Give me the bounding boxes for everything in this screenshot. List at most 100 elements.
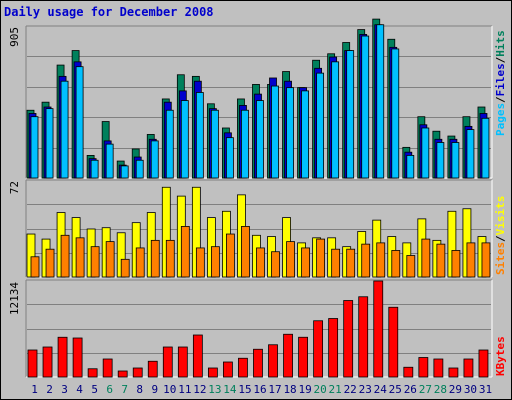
- day-label-12: 12: [193, 383, 206, 396]
- bar-sites-22: [346, 248, 356, 278]
- y-max-label-visits: 72: [8, 181, 21, 194]
- bar-kbytes-19: [298, 336, 308, 378]
- bar-pages-22: [346, 50, 355, 179]
- bar-sites-14: [226, 233, 235, 278]
- day-label-8: 8: [136, 383, 143, 396]
- bar-pages-24: [376, 24, 385, 179]
- bar-kbytes-13: [207, 367, 218, 378]
- bar-sites-9: [150, 239, 160, 278]
- day-label-19: 19: [298, 383, 311, 396]
- day-label-14: 14: [223, 383, 237, 396]
- day-label-3: 3: [61, 383, 68, 396]
- day-label-2: 2: [46, 383, 53, 396]
- bar-kbytes-10: [162, 346, 173, 378]
- bar-sites-18: [286, 241, 295, 278]
- bar-pages-26: [406, 155, 415, 179]
- bar-sites-28: [436, 243, 446, 278]
- bar-kbytes-14: [223, 361, 233, 378]
- day-label-17: 17: [268, 383, 281, 396]
- bar-kbytes-16: [253, 348, 263, 378]
- bar-sites-16: [256, 247, 265, 278]
- bar-pages-3: [60, 80, 69, 179]
- bar-kbytes-11: [177, 346, 188, 378]
- bar-sites-29: [451, 250, 461, 278]
- day-label-21: 21: [329, 383, 342, 396]
- bar-sites-27: [421, 238, 431, 278]
- bar-pages-4: [75, 66, 84, 179]
- bar-pages-8: [135, 159, 144, 179]
- bar-sites-4: [75, 237, 85, 278]
- bar-pages-15: [241, 109, 249, 179]
- day-label-29: 29: [449, 383, 462, 396]
- bar-pages-16: [256, 100, 264, 179]
- bar-pages-21: [331, 61, 340, 179]
- bar-kbytes-27: [418, 357, 429, 378]
- bar-kbytes-31: [478, 349, 489, 378]
- bar-kbytes-29: [448, 367, 459, 378]
- bar-kbytes-9: [147, 360, 158, 378]
- day-label-31: 31: [479, 383, 492, 396]
- bar-kbytes-26: [403, 366, 414, 378]
- bar-pages-27: [421, 127, 430, 179]
- bar-pages-30: [466, 129, 475, 179]
- day-label-1: 1: [31, 383, 38, 396]
- bar-sites-10: [165, 239, 175, 278]
- day-label-13: 13: [208, 383, 221, 396]
- day-label-16: 16: [253, 383, 266, 396]
- bar-pages-2: [45, 108, 54, 179]
- bar-pages-28: [436, 142, 445, 179]
- legend-kbytes-0: KBytes: [494, 336, 507, 376]
- bar-pages-5: [90, 159, 99, 179]
- day-label-6: 6: [106, 383, 113, 396]
- y-max-label-hits: 905: [8, 27, 21, 47]
- bar-pages-29: [451, 142, 460, 179]
- day-label-22: 22: [344, 383, 357, 396]
- day-label-9: 9: [151, 383, 158, 396]
- bar-kbytes-8: [132, 367, 143, 378]
- day-label-25: 25: [389, 383, 402, 396]
- day-label-15: 15: [238, 383, 251, 396]
- legend-hits-2: Files: [494, 63, 507, 96]
- day-label-7: 7: [121, 383, 128, 396]
- bar-pages-9: [150, 140, 159, 179]
- day-label-26: 26: [404, 383, 417, 396]
- bar-kbytes-6: [102, 358, 113, 378]
- bar-pages-31: [481, 117, 490, 179]
- legend-visits-0: Sites: [494, 242, 507, 275]
- bar-sites-7: [120, 258, 130, 278]
- bar-kbytes-4: [72, 337, 83, 378]
- legend-hits-1: /: [494, 96, 507, 103]
- bar-kbytes-21: [328, 318, 339, 378]
- bar-kbytes-23: [358, 296, 369, 378]
- bar-sites-15: [241, 226, 250, 278]
- bar-sites-24: [376, 242, 386, 278]
- bar-pages-23: [361, 35, 370, 179]
- bar-pages-12: [195, 92, 204, 179]
- bar-sites-13: [210, 246, 220, 278]
- chart-title: Daily usage for December 2008: [4, 5, 214, 19]
- legend-visits-1: /: [494, 235, 507, 242]
- bar-kbytes-2: [42, 346, 53, 378]
- day-label-4: 4: [76, 383, 83, 396]
- legend-hits-3: /: [494, 56, 507, 63]
- bar-pages-6: [105, 143, 114, 179]
- day-label-20: 20: [314, 383, 327, 396]
- bar-kbytes-25: [388, 306, 399, 378]
- day-label-23: 23: [359, 383, 372, 396]
- bar-pages-7: [120, 165, 129, 179]
- bar-kbytes-22: [343, 300, 354, 378]
- bar-kbytes-24: [373, 280, 384, 378]
- bar-pages-13: [210, 109, 219, 179]
- bar-pages-14: [226, 137, 234, 179]
- day-label-5: 5: [91, 383, 98, 396]
- bar-kbytes-5: [87, 368, 98, 378]
- day-label-10: 10: [163, 383, 176, 396]
- y-max-label-kbytes: 12134: [8, 282, 21, 315]
- bar-kbytes-1: [27, 349, 38, 378]
- legend-hits-4: Hits: [494, 30, 507, 57]
- bar-sites-12: [195, 247, 205, 278]
- legend-hits-0: Pages: [494, 103, 507, 136]
- day-label-30: 30: [464, 383, 477, 396]
